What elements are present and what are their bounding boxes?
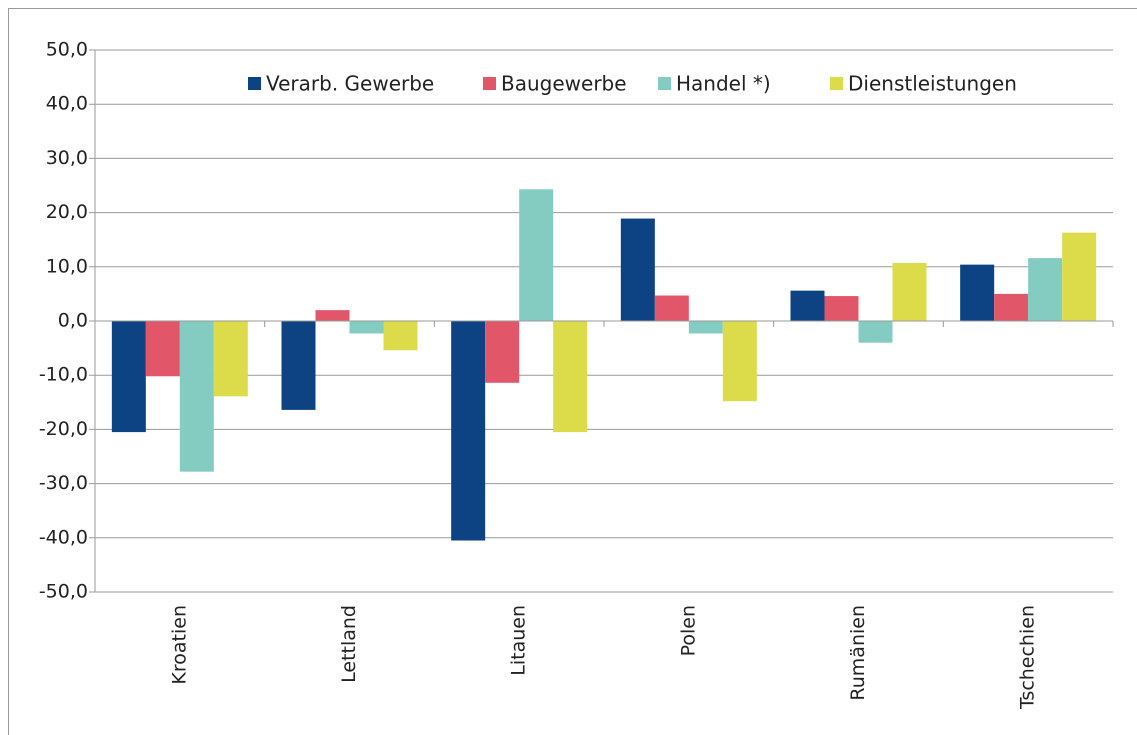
legend-swatch xyxy=(658,77,671,90)
bar xyxy=(1028,258,1063,321)
bar xyxy=(1062,232,1097,321)
bar xyxy=(451,321,486,541)
bar xyxy=(315,310,350,321)
y-tick-label: 20,0 xyxy=(46,201,88,223)
legend-swatch xyxy=(248,77,261,90)
y-tick-label: -40,0 xyxy=(39,526,88,548)
bar xyxy=(383,321,418,351)
y-tick-label: 40,0 xyxy=(46,93,88,115)
bar xyxy=(519,189,554,321)
y-tick-label: -50,0 xyxy=(39,581,88,603)
bar xyxy=(145,321,180,377)
legend-label: Baugewerbe xyxy=(501,72,627,96)
bar xyxy=(994,293,1029,321)
x-tick-label: Tschechien xyxy=(1017,605,1039,710)
legend-swatch xyxy=(830,77,843,90)
bar xyxy=(858,321,893,343)
bar xyxy=(553,321,588,433)
bar xyxy=(620,218,655,321)
y-tick-label: 10,0 xyxy=(46,255,88,277)
y-tick-label: 0,0 xyxy=(58,310,88,332)
bar xyxy=(281,321,316,410)
bar xyxy=(485,321,520,383)
bar xyxy=(790,290,825,321)
bar xyxy=(179,321,214,472)
legend-label: Verarb. Gewerbe xyxy=(266,72,434,96)
x-tick-label: Polen xyxy=(677,605,699,656)
bar xyxy=(654,295,689,321)
bar xyxy=(824,296,859,321)
y-tick-label: 50,0 xyxy=(46,39,88,61)
x-tick-label: Rumänien xyxy=(847,605,869,701)
y-tick-label: 30,0 xyxy=(46,147,88,169)
bar xyxy=(111,321,146,433)
bar xyxy=(349,321,384,334)
legend-label: Handel *) xyxy=(676,72,771,96)
x-tick-label: Kroatien xyxy=(168,605,190,685)
bar xyxy=(892,263,927,321)
y-tick-label: -30,0 xyxy=(39,472,88,494)
y-tick-label: -10,0 xyxy=(39,364,88,386)
bar xyxy=(960,264,995,321)
legend-swatch xyxy=(483,77,496,90)
bar xyxy=(688,321,723,334)
bar xyxy=(213,321,248,397)
y-tick-label: -20,0 xyxy=(39,418,88,440)
bar xyxy=(722,321,757,402)
x-tick-label: Litauen xyxy=(508,605,530,676)
x-tick-label: Lettland xyxy=(338,605,360,683)
chart-frame xyxy=(8,8,1137,735)
legend-label: Dienstleistungen xyxy=(848,72,1017,96)
